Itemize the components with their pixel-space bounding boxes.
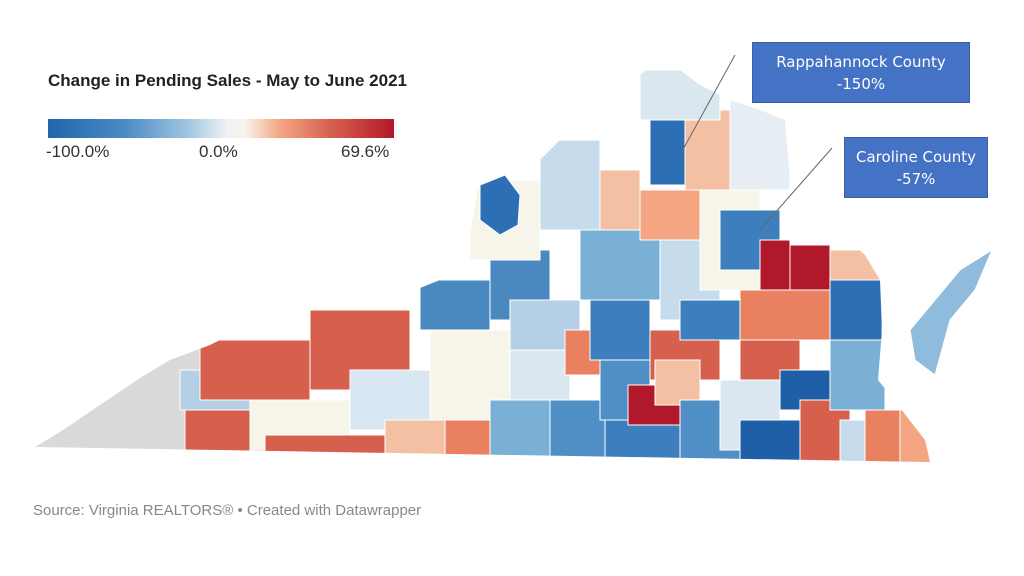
color-scale-bar [48,119,394,138]
legend-max-label: 69.6% [341,142,390,161]
legend-title: Change in Pending Sales - May to June 20… [48,71,407,90]
callout-county: Rappahannock County [776,53,946,71]
callout-caroline: Caroline County -57% [844,137,988,198]
caroline-leader-line [759,147,833,231]
legend-min-label: -100.0% [46,142,110,161]
rappahannock-leader-line [679,54,736,156]
eastern-shore [909,248,994,376]
county-regions [35,69,930,462]
callout-value: -150% [836,75,886,93]
source-note: Source: Virginia REALTORS® • Created wit… [33,502,422,519]
legend-mid-label: 0.0% [199,142,238,161]
callout-rappahannock: Rappahannock County -150% [752,42,970,103]
callout-value: -57% [896,170,936,188]
callout-county: Caroline County [856,148,976,166]
